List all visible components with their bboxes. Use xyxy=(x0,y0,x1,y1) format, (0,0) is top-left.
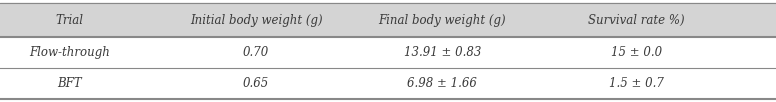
Bar xyxy=(0,68,776,99)
Text: BFT: BFT xyxy=(57,77,82,90)
Text: 1.5 ± 0.7: 1.5 ± 0.7 xyxy=(609,77,663,90)
Bar xyxy=(0,37,776,68)
Text: 13.91 ± 0.83: 13.91 ± 0.83 xyxy=(404,46,481,59)
Text: 6.98 ± 1.66: 6.98 ± 1.66 xyxy=(407,77,477,90)
Text: Final body weight (g): Final body weight (g) xyxy=(379,14,506,27)
Text: Survival rate %): Survival rate %) xyxy=(588,14,684,27)
Text: Trial: Trial xyxy=(56,14,84,27)
Text: 0.70: 0.70 xyxy=(243,46,269,59)
Text: 15 ± 0.0: 15 ± 0.0 xyxy=(611,46,662,59)
Bar xyxy=(0,3,776,37)
Text: 0.65: 0.65 xyxy=(243,77,269,90)
Text: Flow-through: Flow-through xyxy=(29,46,110,59)
Text: Initial body weight (g): Initial body weight (g) xyxy=(190,14,322,27)
